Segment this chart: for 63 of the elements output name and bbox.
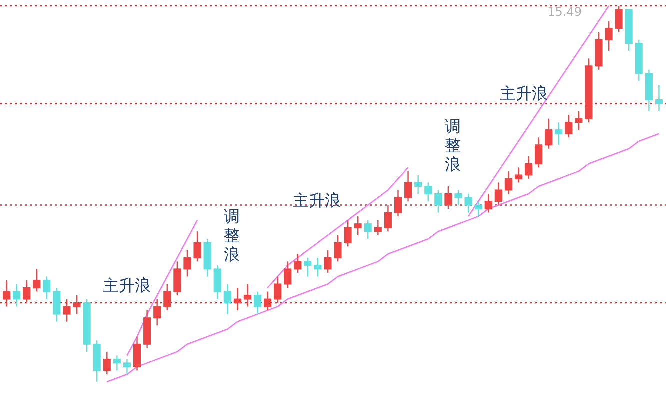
candlestick: [344, 220, 352, 248]
candlestick: [444, 186, 452, 210]
candlestick: [535, 137, 543, 168]
candlestick: [103, 351, 111, 376]
candlestick: [324, 250, 332, 274]
candlestick: [504, 170, 512, 195]
candlestick: [234, 287, 242, 312]
candlestick: [394, 190, 402, 218]
annotation: 主升浪: [103, 276, 151, 295]
candlestick: [23, 280, 31, 304]
candlestick: [334, 234, 342, 262]
candlestick: [354, 216, 362, 236]
candlestick: [254, 291, 262, 315]
candlestick: [575, 110, 583, 131]
candlestick: [404, 170, 412, 202]
candlestick: [484, 193, 492, 214]
candlestick: [615, 5, 623, 33]
candlestick: [605, 20, 613, 52]
candlestick: [13, 284, 21, 308]
candlestick: [113, 355, 121, 372]
candlestick: [514, 167, 522, 184]
candlestick: [123, 358, 131, 376]
candlestick: [264, 291, 272, 312]
candlestick: [464, 193, 472, 214]
candlestick: [314, 257, 322, 278]
annotation: 调整浪: [445, 117, 461, 174]
candlestick: [424, 182, 432, 202]
candlestick: [53, 287, 61, 322]
candlestick: [33, 268, 41, 292]
candlestick: [494, 182, 502, 206]
candlestick: [154, 298, 162, 326]
candlestick: [174, 261, 182, 296]
candlestick: [384, 204, 392, 232]
annotation: 主升浪: [293, 191, 341, 210]
candlestick: [284, 261, 292, 289]
candlestick: [474, 200, 482, 218]
candlestick: [164, 284, 172, 312]
candlestick: [274, 276, 282, 304]
candlestick: [63, 298, 71, 322]
candlestick: [224, 284, 232, 315]
candlestick: [184, 250, 192, 278]
candlestick: [524, 156, 532, 180]
candlestick: [134, 336, 142, 372]
candlestick: [3, 280, 11, 308]
annotation: 15.49: [548, 5, 582, 19]
candlestick: [364, 220, 372, 240]
candlestick: [374, 220, 382, 236]
candlestick: [73, 294, 81, 315]
candlestick: [43, 276, 51, 300]
candlestick: [194, 231, 202, 262]
candlestick: [565, 114, 573, 138]
candlestick: [434, 190, 442, 214]
candlestick: [454, 190, 462, 206]
candlestick: [244, 284, 252, 308]
candlestick: [214, 264, 222, 300]
candlestick: [414, 174, 422, 195]
candlestick: [555, 122, 563, 146]
candlestick: [304, 257, 312, 278]
candlestick: [294, 254, 302, 274]
candlestick: [545, 118, 553, 150]
annotation: 主升浪: [500, 84, 548, 103]
annotation: 调整浪: [224, 207, 240, 264]
candlestick: [655, 84, 663, 112]
